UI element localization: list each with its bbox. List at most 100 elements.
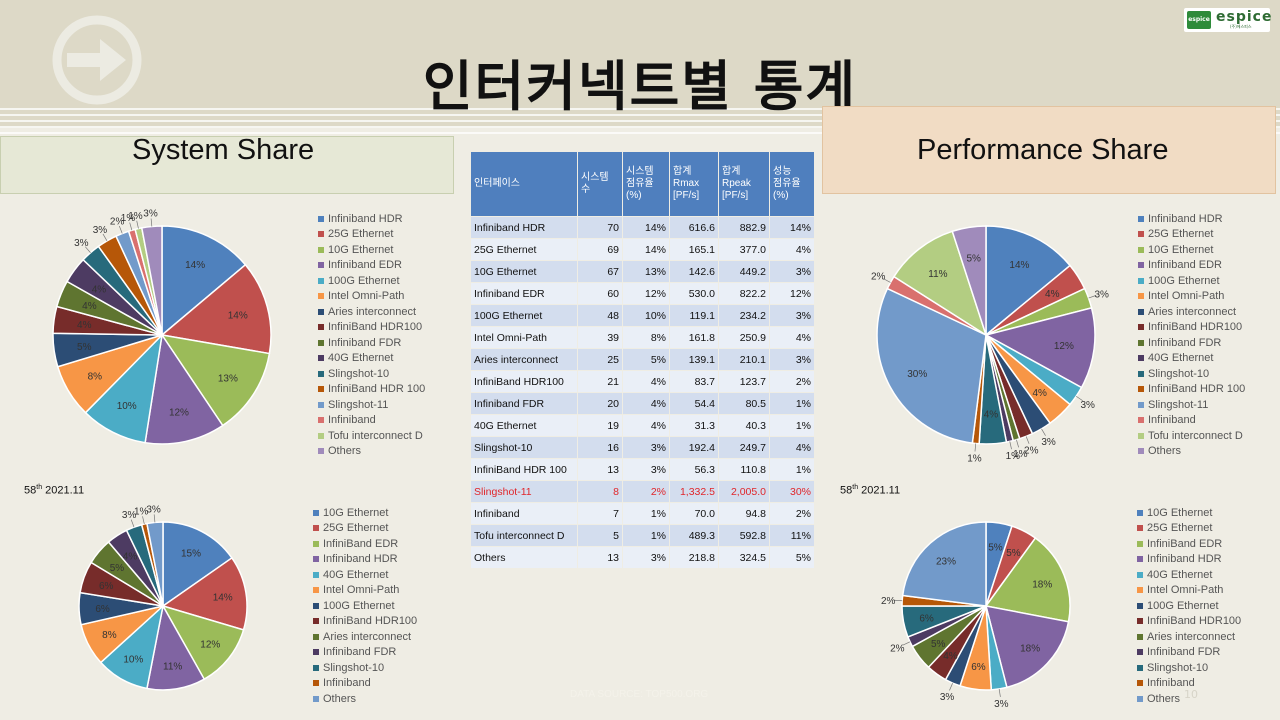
pie-slice xyxy=(125,523,164,607)
slice-label: 4% xyxy=(82,301,97,312)
legend-performance-share: Infiniband HDR 25G Ethernet 10G Ethernet In… xyxy=(1138,211,1245,459)
table-cell: Infiniband FDR xyxy=(471,393,577,414)
legend-swatch xyxy=(1138,432,1144,439)
legend-item: Intel Omni-Path xyxy=(318,289,425,305)
slice-label: 12% xyxy=(169,408,189,419)
legend-label: Aries interconnect xyxy=(323,630,412,643)
table-cell: 100G Ethernet xyxy=(471,305,577,326)
legend-swatch xyxy=(318,339,324,346)
slice-label: 2% xyxy=(1024,445,1039,456)
table-cell: 3% xyxy=(623,547,669,568)
table-cell: 12% xyxy=(623,283,669,304)
table-cell: 1% xyxy=(770,415,814,436)
legend-swatch xyxy=(1138,293,1144,300)
legend-swatch xyxy=(318,215,324,222)
pie-slice xyxy=(971,334,987,445)
legend-label: Aries interconnect xyxy=(1148,305,1237,318)
slice-label: 1% xyxy=(121,213,136,224)
legend-label: 100G Ethernet xyxy=(328,274,400,287)
legend-swatch xyxy=(1138,401,1144,408)
legend-label: 25G Ethernet xyxy=(328,228,394,241)
leader-line xyxy=(84,246,91,253)
table-header-row: 인터페이스 시스템 수 시스템 점유율 (%) 합계 Rmax [PF/s] 합계 Rpeak [PF… xyxy=(471,152,814,216)
table-header-cell: 인터페이스 xyxy=(471,152,577,216)
slice-label: 3% xyxy=(1041,437,1056,448)
legend-swatch xyxy=(313,587,319,594)
pie-slice xyxy=(82,245,163,336)
legend-swatch xyxy=(1138,386,1144,393)
slice-label: 3% xyxy=(143,209,158,220)
legend-swatch xyxy=(318,432,324,439)
table-cell: 218.8 xyxy=(670,547,718,568)
table-cell: 83.7 xyxy=(670,371,718,392)
table-cell: 4% xyxy=(623,371,669,392)
table-cell: 8% xyxy=(623,327,669,348)
table-cell: 14% xyxy=(623,217,669,238)
legend-item: Infiniband HDR xyxy=(318,211,425,227)
legend-label: Slingshot-11 xyxy=(1148,398,1209,411)
table-cell: 4% xyxy=(770,437,814,458)
table-cell: Slingshot-11 xyxy=(471,481,577,502)
pie-slice xyxy=(127,228,163,336)
table-cell: 4% xyxy=(770,239,814,260)
pie-slice xyxy=(140,522,164,607)
legend-item: Others xyxy=(1138,444,1245,460)
legend-item: 100G Ethernet xyxy=(318,273,425,289)
table-cell: 7 xyxy=(578,503,622,524)
pie-slice xyxy=(985,605,1008,691)
table-cell: 13% xyxy=(623,261,669,282)
table-cell: InfiniBand HDR 100 xyxy=(471,459,577,480)
table-cell: 530.0 xyxy=(670,283,718,304)
slice-label: 5% xyxy=(966,253,981,264)
legend-label: 10G Ethernet xyxy=(1147,506,1213,519)
table-row: InfiniBand HDR 100 13 3% 56.3 110.8 1% xyxy=(471,459,814,480)
legend-swatch xyxy=(1137,680,1143,687)
slice-label: 11% xyxy=(928,269,947,280)
table-cell: 165.1 xyxy=(670,239,718,260)
table-cell: 30% xyxy=(770,481,814,502)
legend-swatch xyxy=(318,386,324,393)
legend-swatch xyxy=(313,509,319,516)
slice-label: 30% xyxy=(907,369,927,380)
pie-slice xyxy=(66,258,163,336)
legend-label: InfiniBand HDR 100 xyxy=(328,383,426,396)
table-row: Intel Omni-Path 39 8% 161.8 250.9 4% xyxy=(471,327,814,348)
table-cell: 70.0 xyxy=(670,503,718,524)
table-cell: Infiniband HDR xyxy=(471,217,577,238)
table-cell: 19 xyxy=(578,415,622,436)
legend-label: InfiniBand HDR 100 xyxy=(1148,383,1246,396)
page-title: 인터커넥트별 통계 xyxy=(422,55,858,118)
pie-slice xyxy=(90,540,164,607)
table-cell: 822.2 xyxy=(719,283,769,304)
legend-label: InfiniBand HDR100 xyxy=(1148,321,1243,334)
legend-label: Tofu interconnect D xyxy=(1148,429,1243,442)
legend-item: InfiniBand HDR100 xyxy=(313,614,417,630)
pie-slice xyxy=(901,521,987,607)
table-row: Aries interconnect 25 5% 139.1 210.1 3% xyxy=(471,349,814,370)
slice-label: 14% xyxy=(1009,260,1029,271)
pie-slice xyxy=(985,334,1052,435)
leader-line xyxy=(949,682,953,691)
legend-item: Others xyxy=(1137,691,1241,707)
table-cell: 377.0 xyxy=(719,239,769,260)
legend-label: InfiniBand EDR xyxy=(323,537,399,550)
slice-label: 1% xyxy=(128,211,143,222)
legend-item: InfiniBand HDR100 xyxy=(1137,614,1241,630)
slice-label: 4% xyxy=(1045,289,1060,300)
table-cell: 3% xyxy=(623,459,669,480)
legend-swatch xyxy=(313,571,319,578)
leader-line xyxy=(136,220,139,229)
legend-label: Infiniband HDR xyxy=(328,212,403,225)
legend-label: Infiniband EDR xyxy=(328,259,402,272)
legend-swatch xyxy=(313,633,319,640)
table-cell: 2% xyxy=(770,371,814,392)
legend-label: InfiniBand HDR100 xyxy=(323,615,418,628)
pie-slice xyxy=(985,225,1072,337)
table-cell: Intel Omni-Path xyxy=(471,327,577,348)
pie-slice xyxy=(984,536,1071,623)
pie-slice xyxy=(951,225,987,336)
pie-slice xyxy=(876,287,987,444)
legend-swatch xyxy=(313,540,319,547)
table-row: InfiniBand HDR100 21 4% 83.7 123.7 2% xyxy=(471,371,814,392)
legend-item: 40G Ethernet xyxy=(1137,567,1241,583)
